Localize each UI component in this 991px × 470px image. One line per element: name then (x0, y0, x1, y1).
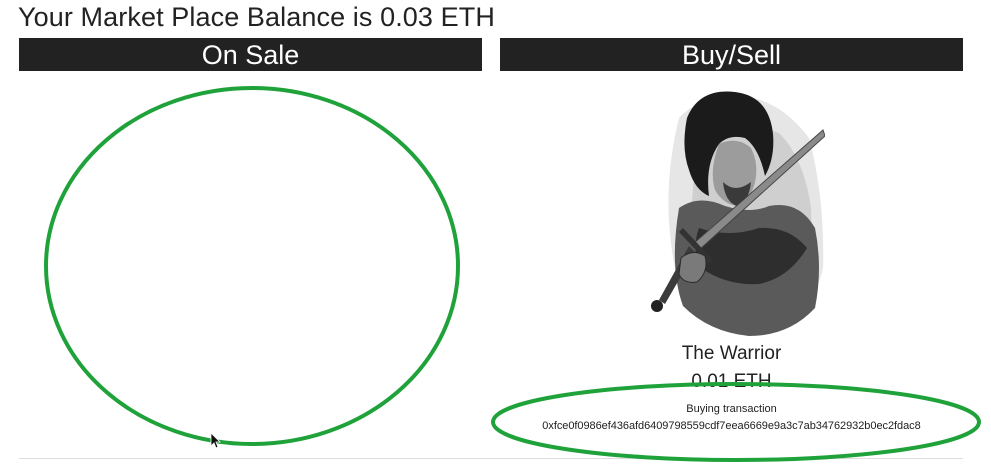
buy-sell-header: Buy/Sell (500, 38, 963, 71)
balance-title: Your Market Place Balance is 0.03 ETH (18, 2, 495, 32)
item-price: 0.01 ETH (691, 371, 772, 392)
on-sale-header: On Sale (19, 38, 482, 71)
warrior-image[interactable] (639, 78, 825, 340)
transaction-label: Buying transaction (686, 403, 777, 415)
item-name: The Warrior (681, 343, 782, 364)
divider (19, 458, 963, 459)
on-sale-highlight-ellipse (44, 86, 460, 446)
transaction-hash[interactable]: 0xfce0f0986ef436afd6409798559cdf7eea6669… (542, 420, 921, 432)
mouse-cursor-icon (210, 432, 221, 449)
